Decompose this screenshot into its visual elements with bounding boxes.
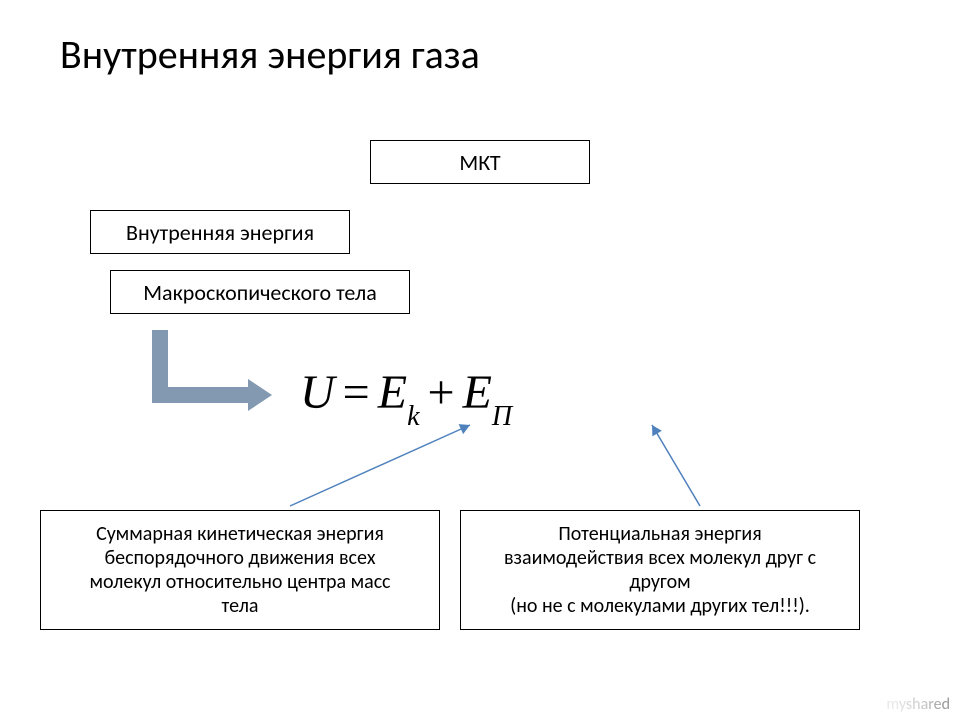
text-line: Суммарная кинетическая энергия — [96, 522, 384, 546]
pointer-ek-icon — [290, 424, 470, 506]
watermark-letter: m — [886, 695, 898, 714]
text-line: взаимодействия всех молекул друг с — [504, 546, 816, 570]
box-internal-energy: Внутренняя энергия — [90, 210, 350, 254]
box-potential-desc: Потенциальная энергиявзаимодействия всех… — [460, 510, 860, 630]
formula: U=Ek+EП — [300, 365, 512, 427]
formula-Ek: E — [378, 366, 407, 419]
box-mkt-label: МКТ — [459, 149, 500, 176]
box-macroscopic-body-label: Макроскопического тела — [143, 279, 377, 306]
watermark-letter: e — [934, 695, 942, 714]
text-line: Потенциальная энергия — [558, 522, 761, 546]
formula-plus: + — [428, 366, 455, 419]
slide-title: Внутренняя энергия газа — [60, 30, 480, 79]
text-line: беспорядочного движения всех — [104, 546, 375, 570]
pointer-ep-icon — [652, 425, 700, 506]
text-line: молекул относительно центра масс — [89, 570, 390, 594]
watermark-letter: y — [899, 695, 906, 714]
text-line: тела — [222, 594, 259, 618]
watermark-letter: d — [942, 695, 950, 714]
formula-Ep: E — [463, 366, 492, 419]
watermark: myshared — [886, 695, 950, 714]
formula-eq: = — [343, 366, 370, 419]
box-mkt: МКТ — [370, 140, 590, 184]
text-line: другом — [629, 570, 690, 594]
box-kinetic-desc: Суммарная кинетическая энергиябеспорядоч… — [40, 510, 440, 630]
box-internal-energy-label: Внутренняя энергия — [126, 219, 314, 246]
box-macroscopic-body: Макроскопического тела — [110, 270, 410, 314]
elbow-arrow-icon — [160, 330, 272, 411]
formula-U: U — [300, 366, 335, 419]
watermark-letter: h — [912, 695, 920, 714]
formula-k-sub: k — [407, 401, 419, 432]
text-line: (но не с молекулами других тел!!!). — [510, 594, 810, 618]
formula-p-sub: П — [492, 401, 512, 432]
